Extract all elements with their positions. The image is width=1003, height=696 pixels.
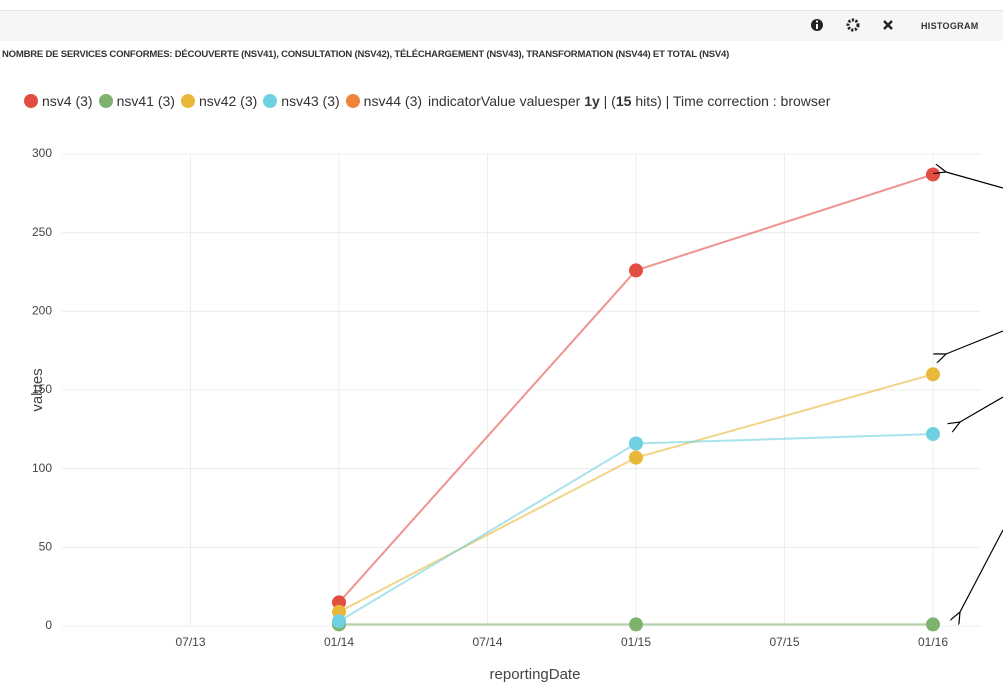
- legend-label: nsv41 (3): [116, 93, 175, 109]
- panel-type: HISTOGRAM: [921, 21, 979, 31]
- arrow: [946, 330, 1003, 354]
- y-axis-label: values: [29, 368, 46, 411]
- close-icon[interactable]: [883, 20, 893, 30]
- legend-label: nsv42 (3): [198, 93, 258, 109]
- x-tick-label: 07/13: [175, 635, 205, 649]
- data-point: [332, 614, 346, 629]
- plot: 0 50 100 150 200 250 300 07/13 01/14 07/14 01/15 07…: [29, 146, 980, 683]
- y-tick-label: 100: [32, 461, 52, 475]
- legend-item: nsv43 (3): [263, 93, 340, 109]
- y-tick-label: 0: [45, 618, 52, 632]
- info-icon-dot: [815, 20, 819, 23]
- data-point: [926, 167, 940, 182]
- legend-info-hits: 15: [615, 93, 632, 109]
- legend-swatch: [263, 94, 278, 108]
- x-tick-label: 01/16: [918, 635, 948, 649]
- legend-info-hits-close: hits) | Time correction : browser: [635, 93, 831, 109]
- legend-item: nsv42 (3): [180, 93, 258, 109]
- panel-header: [0, 10, 1003, 41]
- x-axis-label: reportingDate: [490, 666, 581, 683]
- legend-item: nsv41 (3): [98, 93, 175, 109]
- data-point: [629, 617, 643, 632]
- legend-info: indicatorValue valuesper 1y | (15 hits) …: [428, 93, 830, 109]
- arrow: [946, 172, 1003, 189]
- y-tick-label: 50: [39, 540, 53, 554]
- data-point: [629, 263, 643, 278]
- x-tick-label: 01/14: [324, 635, 354, 649]
- legend-swatch: [24, 94, 38, 108]
- legend-label: nsv43 (3): [281, 93, 340, 109]
- data-point: [629, 450, 643, 465]
- arrow: [960, 529, 1003, 612]
- x-tick-label: 07/15: [769, 635, 799, 649]
- legend-label: nsv44 (3): [363, 93, 423, 109]
- legend-item: nsv44 (3): [345, 93, 423, 109]
- y-tick-label: 300: [32, 146, 52, 160]
- y-tick-label: 250: [32, 225, 52, 239]
- info-icon-stem: [816, 24, 818, 29]
- arrow: [960, 396, 1003, 422]
- y-tick-label: 200: [32, 304, 52, 318]
- gear-icon[interactable]: [846, 18, 860, 32]
- legend-info-interval: 1y: [584, 93, 600, 109]
- data-point: [926, 367, 940, 382]
- x-tick-label: 07/14: [472, 635, 502, 649]
- legend: nsv4 (3) nsv41 (3) nsv42 (3) nsv43 (3) nsv44…: [24, 87, 999, 115]
- legend-item: nsv4 (3): [24, 93, 93, 109]
- data-point: [926, 427, 940, 442]
- chart-title: NOMBRE DE SERVICES CONFORMES: DÉCOUVERTE…: [2, 49, 730, 60]
- legend-label: nsv4 (3): [42, 93, 93, 109]
- x-tick-label: 01/15: [621, 635, 651, 649]
- legend-info-field: indicatorValue valuesper: [428, 93, 581, 109]
- data-point: [629, 436, 643, 451]
- legend-info-hits-open: | (: [603, 93, 616, 109]
- panel-icons: [811, 18, 893, 32]
- y-tick-label: 150: [32, 382, 52, 396]
- data-point: [926, 617, 940, 632]
- legend-swatch: [180, 94, 195, 108]
- legend-swatch: [345, 94, 360, 108]
- annotation-arrows: [946, 172, 1003, 612]
- legend-swatch: [98, 94, 113, 108]
